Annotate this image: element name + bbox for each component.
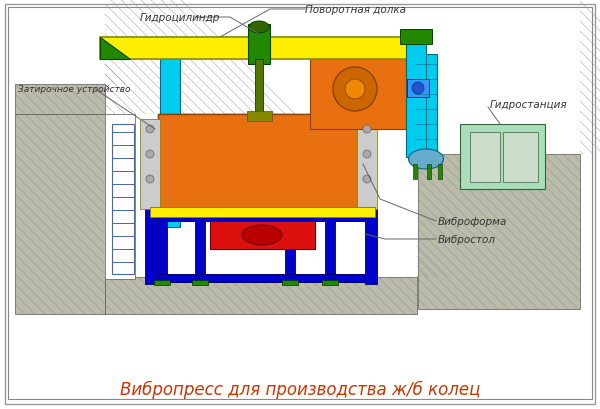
Bar	[195, 221, 205, 276]
Bar	[158, 153, 363, 213]
Circle shape	[363, 126, 371, 134]
Bar	[105, 115, 417, 277]
Bar	[158, 115, 363, 214]
Bar	[105, 277, 417, 314]
Text: Вибропресс для производства ж/б колец: Вибропресс для производства ж/б колец	[120, 380, 480, 398]
Bar	[140, 120, 160, 209]
Bar	[438, 164, 442, 180]
Text: Гидростанция: Гидростанция	[490, 100, 568, 110]
Bar	[406, 38, 426, 157]
Text: Виброформа: Виброформа	[438, 216, 508, 227]
Bar	[285, 221, 295, 276]
Circle shape	[146, 151, 154, 159]
Bar	[460, 125, 545, 189]
Ellipse shape	[412, 83, 424, 95]
Text: Поворотная долка: Поворотная долка	[305, 5, 406, 15]
Bar	[100, 38, 420, 60]
Bar	[248, 25, 270, 65]
Text: Затирочное устройство: Затирочное устройство	[18, 85, 131, 94]
Circle shape	[146, 126, 154, 134]
Bar	[158, 115, 363, 213]
Bar	[152, 209, 370, 221]
Bar	[152, 274, 370, 282]
Polygon shape	[100, 38, 130, 60]
Circle shape	[333, 68, 377, 112]
Bar	[150, 207, 375, 218]
Bar	[415, 55, 437, 163]
Bar	[157, 221, 167, 276]
Circle shape	[363, 151, 371, 159]
Bar	[15, 115, 105, 314]
Bar	[282, 280, 298, 285]
Bar	[105, 115, 135, 279]
Bar	[145, 209, 157, 284]
Ellipse shape	[249, 22, 269, 34]
Bar	[418, 155, 580, 309]
Bar	[357, 120, 377, 209]
Bar	[427, 164, 431, 180]
Bar	[255, 60, 263, 115]
Bar	[365, 209, 377, 284]
Bar	[192, 280, 208, 285]
Bar	[210, 221, 315, 249]
Ellipse shape	[409, 150, 443, 170]
Bar	[154, 280, 170, 285]
Bar	[160, 58, 180, 227]
Bar	[400, 30, 432, 45]
Ellipse shape	[242, 225, 282, 245]
Circle shape	[363, 175, 371, 184]
Bar	[325, 221, 335, 276]
Bar	[413, 164, 417, 180]
Text: Вибростол: Вибростол	[438, 234, 496, 245]
Bar	[407, 80, 429, 98]
Bar	[112, 125, 134, 274]
Circle shape	[345, 80, 365, 100]
Bar	[15, 85, 105, 115]
Bar	[322, 280, 338, 285]
Bar	[247, 112, 272, 122]
Text: Гидроцилиндр: Гидроцилиндр	[140, 13, 220, 23]
Bar	[503, 133, 538, 182]
Bar	[310, 55, 410, 130]
Circle shape	[146, 175, 154, 184]
Bar	[470, 133, 500, 182]
